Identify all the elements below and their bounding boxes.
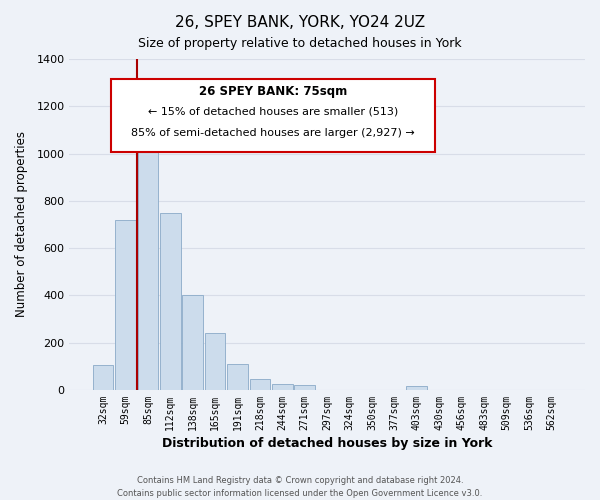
FancyBboxPatch shape xyxy=(110,79,436,152)
Text: 85% of semi-detached houses are larger (2,927) →: 85% of semi-detached houses are larger (… xyxy=(131,128,415,138)
Bar xyxy=(406,386,427,390)
Bar xyxy=(205,332,226,390)
Text: Contains HM Land Registry data © Crown copyright and database right 2024.
Contai: Contains HM Land Registry data © Crown c… xyxy=(118,476,482,498)
Bar xyxy=(227,364,248,390)
Bar xyxy=(115,220,136,390)
Bar xyxy=(137,142,158,390)
Bar xyxy=(160,213,181,390)
Bar xyxy=(295,384,315,390)
Bar xyxy=(182,296,203,390)
Text: 26, SPEY BANK, YORK, YO24 2UZ: 26, SPEY BANK, YORK, YO24 2UZ xyxy=(175,15,425,30)
Text: ← 15% of detached houses are smaller (513): ← 15% of detached houses are smaller (51… xyxy=(148,107,398,117)
X-axis label: Distribution of detached houses by size in York: Distribution of detached houses by size … xyxy=(162,437,493,450)
Bar xyxy=(93,364,113,390)
Bar xyxy=(250,378,270,390)
Y-axis label: Number of detached properties: Number of detached properties xyxy=(15,132,28,318)
Text: 26 SPEY BANK: 75sqm: 26 SPEY BANK: 75sqm xyxy=(199,86,347,98)
Text: Size of property relative to detached houses in York: Size of property relative to detached ho… xyxy=(138,38,462,51)
Bar xyxy=(272,384,293,390)
